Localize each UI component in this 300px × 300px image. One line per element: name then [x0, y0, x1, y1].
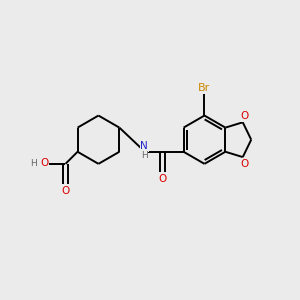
Text: O: O	[61, 186, 70, 196]
Text: N: N	[140, 141, 148, 151]
Text: H: H	[141, 151, 148, 160]
Text: Br: Br	[198, 83, 211, 93]
Text: O: O	[158, 174, 166, 184]
Text: O: O	[240, 111, 248, 121]
Text: O: O	[240, 159, 248, 169]
Text: O: O	[40, 158, 49, 168]
Text: H: H	[30, 159, 37, 168]
